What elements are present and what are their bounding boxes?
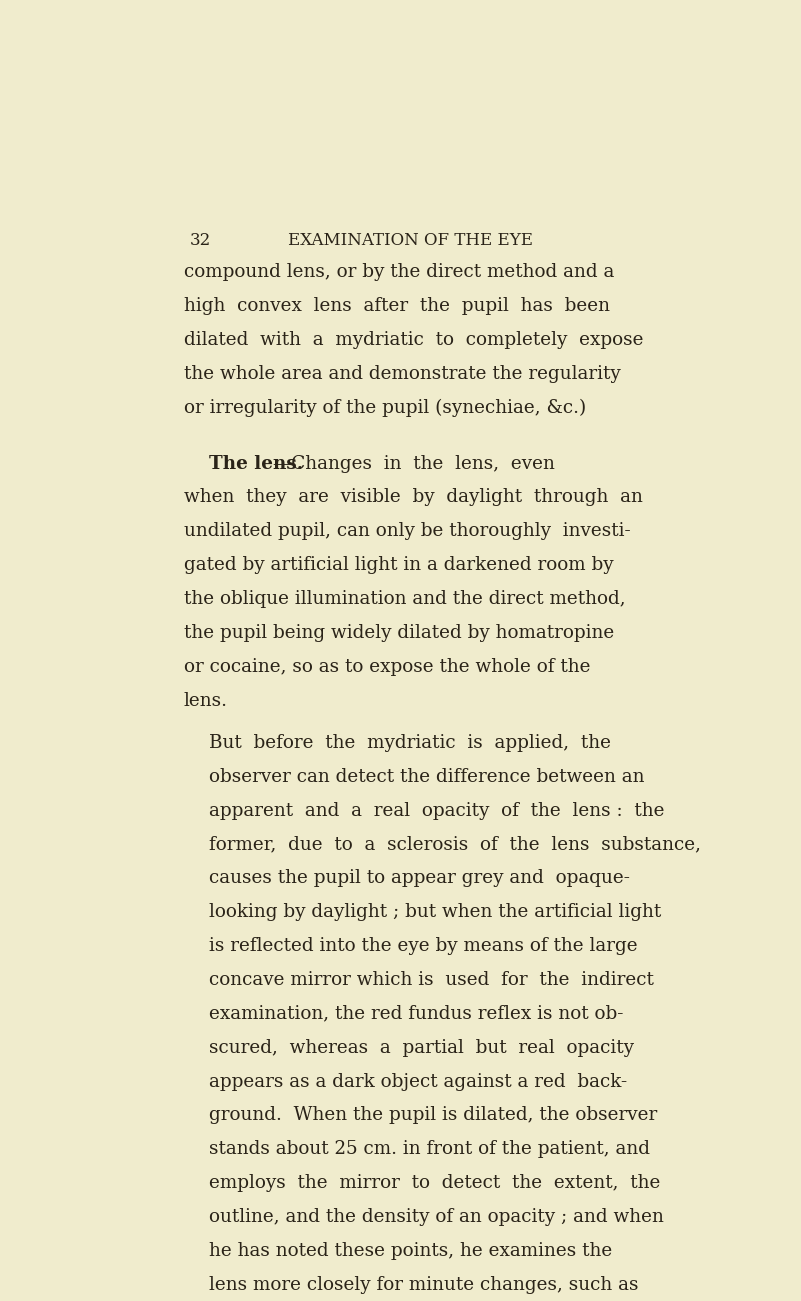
Text: concave mirror which is  used  for  the  indirect: concave mirror which is used for the ind… [209, 971, 654, 989]
Text: —Changes  in  the  lens,  even: —Changes in the lens, even [272, 454, 554, 472]
Text: when  they  are  visible  by  daylight  through  an: when they are visible by daylight throug… [184, 488, 643, 506]
Text: outline, and the density of an opacity ; and when: outline, and the density of an opacity ;… [209, 1209, 664, 1226]
Text: compound lens, or by the direct method and a: compound lens, or by the direct method a… [184, 263, 614, 281]
Text: apparent  and  a  real  opacity  of  the  lens :  the: apparent and a real opacity of the lens … [209, 801, 664, 820]
Text: the whole area and demonstrate the regularity: the whole area and demonstrate the regul… [184, 364, 621, 382]
Text: employs  the  mirror  to  detect  the  extent,  the: employs the mirror to detect the extent,… [209, 1174, 660, 1192]
Text: the pupil being widely dilated by homatropine: the pupil being widely dilated by homatr… [184, 624, 614, 641]
Text: high  convex  lens  after  the  pupil  has  been: high convex lens after the pupil has bee… [184, 297, 610, 315]
Text: stands about 25 cm. in front of the patient, and: stands about 25 cm. in front of the pati… [209, 1140, 650, 1158]
Text: causes the pupil to appear grey and  opaque-: causes the pupil to appear grey and opaq… [209, 869, 630, 887]
Text: lens more closely for minute changes, such as: lens more closely for minute changes, su… [209, 1276, 638, 1293]
Text: looking by daylight ; but when the artificial light: looking by daylight ; but when the artif… [209, 903, 661, 921]
Text: lens.: lens. [184, 692, 228, 709]
Text: ground.  When the pupil is dilated, the observer: ground. When the pupil is dilated, the o… [209, 1106, 657, 1124]
Text: or irregularity of the pupil (synechiae, &c.): or irregularity of the pupil (synechiae,… [184, 398, 586, 418]
Text: gated by artificial light in a darkened room by: gated by artificial light in a darkened … [184, 557, 614, 574]
Text: or cocaine, so as to expose the whole of the: or cocaine, so as to expose the whole of… [184, 658, 590, 675]
Text: But  before  the  mydriatic  is  applied,  the: But before the mydriatic is applied, the [209, 734, 610, 752]
Text: dilated  with  a  mydriatic  to  completely  expose: dilated with a mydriatic to completely e… [184, 330, 643, 349]
Text: observer can detect the difference between an: observer can detect the difference betwe… [209, 768, 644, 786]
Text: former,  due  to  a  sclerosis  of  the  lens  substance,: former, due to a sclerosis of the lens s… [209, 835, 701, 853]
Text: the oblique illumination and the direct method,: the oblique illumination and the direct … [184, 591, 626, 608]
Text: appears as a dark object against a red  back-: appears as a dark object against a red b… [209, 1072, 627, 1090]
Text: The lens.: The lens. [209, 454, 303, 472]
Text: EXAMINATION OF THE EYE: EXAMINATION OF THE EYE [288, 233, 533, 250]
Text: scured,  whereas  a  partial  but  real  opacity: scured, whereas a partial but real opaci… [209, 1038, 634, 1056]
Text: examination, the red fundus reflex is not ob-: examination, the red fundus reflex is no… [209, 1004, 623, 1023]
Text: undilated pupil, can only be thoroughly  investi-: undilated pupil, can only be thoroughly … [184, 522, 630, 540]
Text: he has noted these points, he examines the: he has noted these points, he examines t… [209, 1242, 612, 1259]
Text: is reflected into the eye by means of the large: is reflected into the eye by means of th… [209, 937, 638, 955]
Text: 32: 32 [190, 233, 211, 250]
